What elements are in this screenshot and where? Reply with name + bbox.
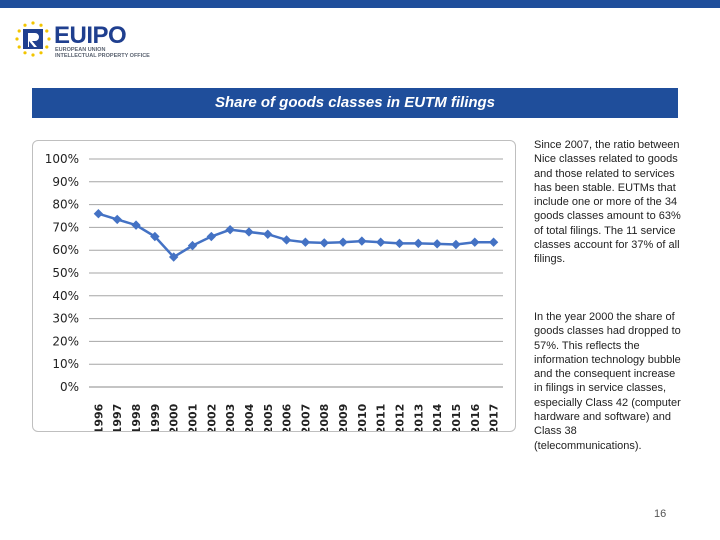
data-point (413, 238, 424, 249)
data-point (244, 227, 254, 237)
data-point (263, 229, 273, 239)
y-tick-label: 50% (52, 266, 79, 280)
x-tick-label: 2014 (431, 403, 444, 431)
y-tick-label: 90% (52, 175, 79, 189)
data-point (150, 231, 160, 242)
data-point (375, 237, 386, 247)
data-point (225, 224, 235, 235)
data-point (281, 235, 292, 245)
logo-text: EUIPO (54, 22, 127, 49)
y-tick-label: 10% (52, 357, 79, 371)
data-point (131, 220, 141, 230)
x-tick-label: 2002 (205, 404, 218, 431)
x-tick-label: 2010 (356, 403, 369, 431)
series-line (98, 212, 494, 259)
euipo-logo: EUIPO EUROPEAN UNION INTELLECTUAL PROPER… (14, 20, 154, 62)
x-tick-label: 1999 (149, 404, 162, 431)
y-tick-label: 40% (52, 289, 79, 303)
data-point (451, 239, 461, 250)
top-bar (0, 0, 720, 8)
y-tick-label: 100% (45, 152, 79, 166)
x-tick-label: 2006 (281, 403, 294, 431)
y-tick-label: 80% (52, 198, 79, 212)
data-point (394, 238, 405, 249)
y-tick-label: 60% (52, 243, 79, 257)
description-paragraph-1: Since 2007, the ratio between Nice class… (534, 139, 681, 266)
x-tick-label: 1997 (111, 404, 124, 431)
logo-subtitle-2: INTELLECTUAL PROPERTY OFFICE (55, 53, 150, 59)
data-point (206, 231, 217, 242)
x-tick-label: 2005 (262, 404, 275, 431)
x-tick-label: 2003 (224, 404, 237, 431)
logo-subtitle-1: EUROPEAN UNION (55, 47, 106, 53)
x-tick-label: 2007 (299, 404, 312, 431)
x-tick-label: 2004 (243, 403, 256, 431)
chart-frame: 0% 10% 20% 30% 40% 50% 60% 70% 80% 90% 100% 1996 199… (32, 140, 516, 434)
description-paragraph-2: In the year 2000 the share of goods clas… (534, 311, 681, 452)
x-tick-label: 2012 (394, 404, 407, 431)
x-tick-label: 2016 (469, 403, 482, 431)
data-point (338, 237, 348, 247)
x-tick-label: 2017 (488, 404, 501, 431)
data-point (187, 240, 198, 251)
x-tick-label: 2001 (187, 404, 200, 431)
slide-title: Share of goods classes in EUTM filings (32, 88, 678, 118)
data-point (300, 237, 311, 247)
x-tick-label: 2015 (450, 404, 463, 431)
page-number: 16 (654, 508, 667, 520)
logo-emblem-icon (15, 21, 51, 57)
y-tick-label: 20% (52, 334, 79, 348)
data-point (432, 239, 442, 249)
x-tick-label: 1998 (130, 404, 143, 431)
y-tick-label: 30% (52, 312, 79, 326)
x-tick-label: 2011 (375, 404, 388, 431)
data-point (112, 214, 122, 225)
data-point (357, 236, 367, 246)
y-tick-label: 0% (60, 380, 79, 394)
x-tick-label: 2000 (168, 403, 181, 431)
x-tick-label: 2013 (412, 404, 425, 431)
data-point (488, 237, 499, 247)
data-point (93, 209, 104, 219)
x-tick-label: 2008 (318, 404, 331, 431)
x-tick-label: 2009 (337, 404, 350, 431)
line-chart: 0% 10% 20% 30% 40% 50% 60% 70% 80% 90% 100% 1996 199… (45, 152, 503, 434)
data-point (319, 238, 329, 248)
data-point (470, 237, 480, 247)
y-tick-label: 70% (52, 220, 79, 234)
data-point (168, 252, 179, 262)
x-tick-label: 1996 (92, 403, 105, 431)
